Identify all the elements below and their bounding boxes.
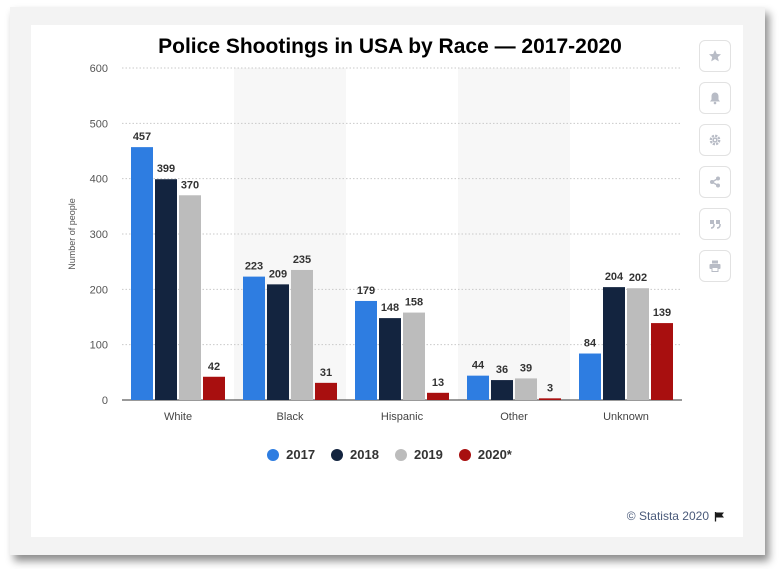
data-label: 3: [547, 382, 553, 394]
bar-unknown-2018: [603, 287, 625, 400]
print-icon: [709, 260, 721, 272]
bar-white-2019: [179, 195, 201, 400]
bar-black-2020: [315, 382, 337, 400]
legend-label: 2019: [413, 447, 443, 462]
star-icon-button[interactable]: [699, 40, 731, 72]
bar-white-2020: [203, 376, 225, 400]
data-label: 399: [157, 163, 175, 175]
legend-swatch: [267, 448, 280, 461]
bar-other-2020: [539, 398, 561, 400]
legend-swatch: [331, 448, 344, 461]
star-icon: [709, 50, 721, 62]
legend-item[interactable]: 2020*: [458, 447, 512, 462]
legend-label: 2017: [286, 447, 316, 462]
chart-legend: 2017 2018 2019 2020*: [0, 447, 779, 462]
bell-icon-button[interactable]: [699, 82, 731, 114]
credit-text: © Statista 2020: [626, 509, 709, 523]
legend-item[interactable]: 2017: [267, 447, 315, 462]
x-tick-label: White: [164, 411, 192, 423]
bar-other-2018: [491, 380, 513, 400]
bar-hispanic-2018: [379, 318, 401, 400]
bar-other-2019: [515, 378, 537, 400]
data-label: 13: [432, 377, 444, 389]
legend-label: 2020*: [477, 447, 512, 462]
bar-hispanic-2020: [427, 392, 449, 400]
bar-white-2017: [131, 147, 153, 400]
data-label: 235: [293, 254, 311, 266]
bar-unknown-2019: [627, 288, 649, 400]
bar-black-2018: [267, 284, 289, 400]
chart-title: Police Shootings in USA by Race — 2017-2…: [158, 35, 622, 58]
legend-label: 2018: [350, 447, 379, 462]
bell-icon: [710, 92, 720, 105]
data-label: 31: [320, 367, 332, 379]
y-axis-label: Number of people: [67, 198, 77, 270]
y-tick-label: 500: [90, 118, 108, 130]
data-label: 39: [520, 362, 532, 374]
data-label: 370: [181, 179, 199, 191]
print-icon-button[interactable]: [699, 250, 731, 282]
x-tick-label: Black: [277, 411, 304, 423]
x-tick-label: Other: [500, 411, 528, 423]
bar-hispanic-2017: [355, 300, 377, 400]
data-label: 139: [653, 307, 671, 319]
legend-item[interactable]: 2018: [331, 447, 379, 462]
gear-icon: [709, 134, 721, 146]
data-label: 36: [496, 364, 508, 376]
quote-icon-button[interactable]: [699, 208, 731, 240]
gear-icon-button[interactable]: [699, 124, 731, 156]
data-label: 202: [629, 272, 647, 284]
flag-icon: [714, 511, 724, 521]
bar-unknown-2020: [651, 323, 673, 400]
y-tick-label: 300: [90, 229, 108, 241]
bar-other-2017: [467, 375, 489, 400]
data-label: 457: [133, 131, 151, 143]
y-tick-label: 0: [102, 395, 108, 407]
data-label: 44: [472, 360, 485, 372]
x-tick-label: Unknown: [603, 411, 649, 423]
data-label: 148: [381, 302, 399, 314]
bar-black-2017: [243, 276, 265, 400]
legend-swatch: [394, 448, 407, 461]
x-tick-label: Hispanic: [381, 411, 424, 423]
data-label: 204: [605, 271, 624, 283]
bar-hispanic-2019: [403, 312, 425, 400]
data-label: 179: [357, 285, 375, 297]
data-label: 42: [208, 361, 220, 373]
bar-unknown-2017: [579, 353, 601, 400]
bar-black-2019: [291, 269, 313, 400]
share-icon-button[interactable]: [699, 166, 731, 198]
data-label: 158: [405, 297, 423, 309]
legend-swatch: [458, 448, 471, 461]
source-credit[interactable]: © Statista 2020: [627, 509, 725, 523]
data-label: 223: [245, 261, 263, 273]
y-tick-label: 400: [90, 174, 108, 186]
y-tick-label: 600: [90, 63, 108, 75]
bar-white-2018: [155, 179, 177, 400]
y-tick-label: 100: [90, 340, 108, 352]
data-label: 84: [584, 338, 597, 350]
data-label: 209: [269, 268, 287, 280]
quote-icon: [710, 220, 721, 229]
y-tick-label: 200: [90, 284, 108, 296]
legend-item[interactable]: 2019: [394, 447, 443, 462]
share-icon: [710, 176, 720, 188]
